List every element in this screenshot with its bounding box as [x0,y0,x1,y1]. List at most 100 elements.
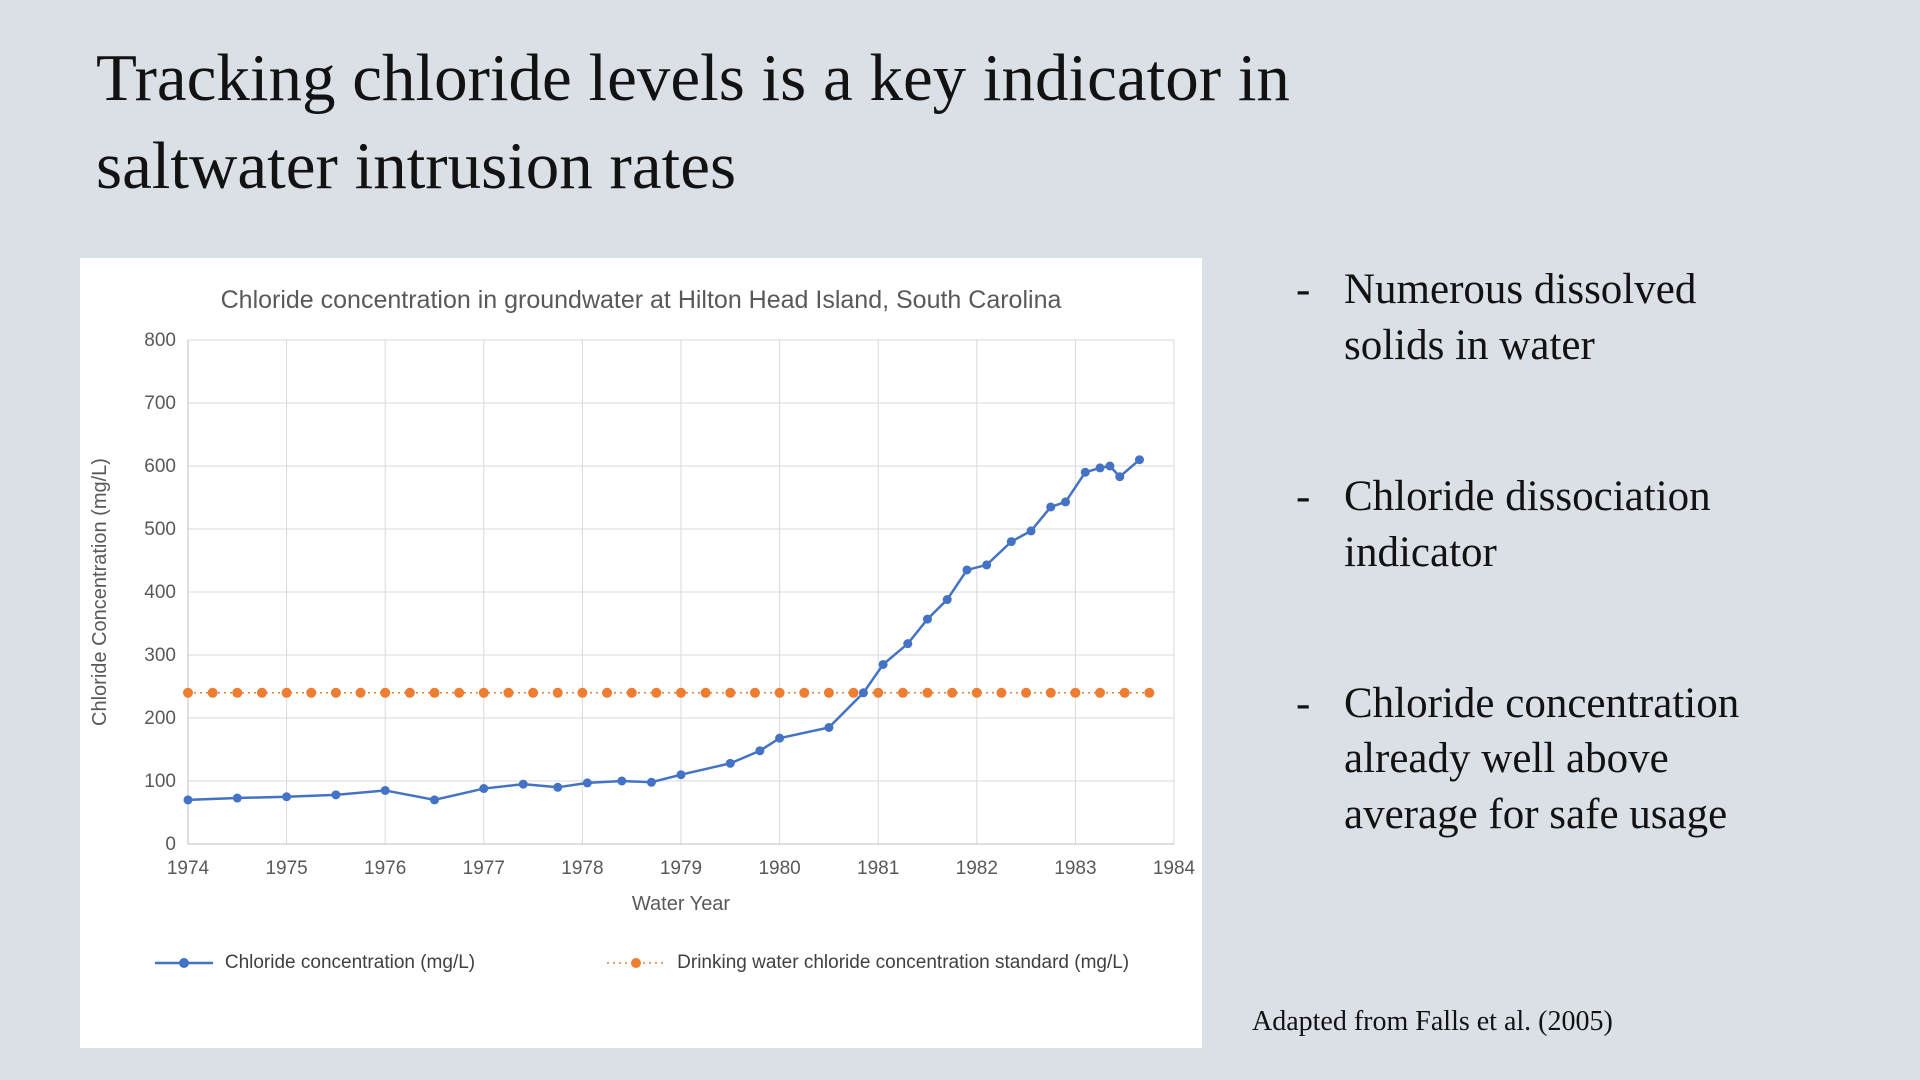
standard-marker [1045,687,1056,698]
x-tick-label: 1982 [956,858,998,879]
standard-marker [676,687,686,698]
standard-marker [774,687,785,698]
standard-marker [478,687,489,698]
x-tick-label: 1975 [265,858,307,879]
source-citation: Adapted from Falls et al. (2005) [1252,1006,1613,1037]
chloride-marker [775,733,785,743]
standard-marker [651,687,662,698]
chloride-marker [1105,461,1115,471]
standard-marker [922,687,933,698]
chloride-marker [982,560,992,570]
y-tick-label: 200 [144,708,176,729]
chloride-marker [962,565,972,575]
legend-item-chloride: Chloride concentration (mg/L) [153,952,475,974]
standard-marker [552,687,563,698]
chloride-marker [1115,471,1125,481]
standard-marker [873,687,884,698]
y-tick-label: 300 [144,645,176,666]
standard-marker [947,687,958,698]
bullet-text: Chloride concentration already well abov… [1344,679,1761,839]
y-axis-title: Chloride Concentration (mg/L) [89,458,111,726]
x-tick-label: 1979 [660,858,702,879]
chloride-marker [923,614,932,624]
standard-marker [183,687,193,698]
legend-swatch-chloride-icon [154,957,213,968]
y-tick-label: 500 [144,519,176,540]
chloride-marker [1006,536,1016,546]
chloride-marker [518,779,528,789]
bullet-item: - Numerous dissolved solids in water [1296,262,1766,374]
x-tick-label: 1977 [463,858,505,879]
standard-marker [256,687,267,698]
standard-marker [528,687,539,698]
bullet-item: - Chloride concentration already well ab… [1296,676,1766,844]
chloride-marker [331,790,341,800]
bullet-dash: - [1296,266,1311,313]
bullet-list: - Numerous dissolved solids in water - C… [1296,262,1766,938]
chart-panel: Chloride concentration in groundwater at… [80,258,1202,1048]
chloride-marker [479,783,489,793]
standard-marker [306,687,317,698]
standard-marker [799,687,810,698]
y-tick-label: 100 [144,771,176,792]
chloride-marker [617,776,627,786]
chart-title: Chloride concentration in groundwater at… [220,286,1062,314]
standard-marker [577,687,588,698]
chloride-marker [1026,526,1036,536]
legend-swatch-standard-icon [607,957,666,968]
legend-label-chloride: Chloride concentration (mg/L) [224,951,476,973]
chart-plot: 0 100 200 300 400 500 600 700 800 1974 1975 1976 197… [89,330,1196,915]
slide-title-line: saltwater intrusion rates [96,129,737,204]
chloride-marker [582,778,592,788]
bullet-item: - Chloride dissociation indicator [1296,469,1766,581]
chloride-marker [1061,497,1071,507]
chloride-marker [1080,467,1090,477]
slide-title-line: Tracking chloride levels is a key indica… [96,41,1290,115]
chart-legend: Chloride concentration (mg/L) Drinking w… [80,952,1202,974]
x-tick-label: 1978 [561,858,603,879]
standard-marker [232,687,243,698]
chloride-marker [646,777,656,787]
chloride-marker [725,758,735,768]
y-tick-label: 600 [144,456,176,477]
standard-marker [404,687,415,698]
chloride-marker [282,792,292,801]
legend-label-standard: Drinking water chloride concentration st… [677,951,1130,973]
standard-marker [429,687,440,698]
x-tick-label: 1981 [857,858,899,879]
standard-marker [848,687,859,698]
x-tick-label: 1984 [1153,858,1196,879]
chloride-marker [1095,463,1105,473]
chloride-marker [1046,502,1056,512]
y-tick-label: 400 [144,582,176,603]
chloride-marker [430,795,439,805]
chloride-marker [878,659,888,669]
y-tick-label: 0 [165,834,176,855]
standard-marker [897,687,908,698]
chloride-marker [858,688,868,698]
standard-marker [749,687,760,698]
chloride-marker [232,793,242,803]
standard-marker [700,687,711,698]
chloride-marker [676,769,686,779]
x-tick-label: 1974 [167,858,210,879]
standard-marker [355,687,366,698]
standard-marker [725,687,736,698]
standard-marker [1070,687,1081,698]
bullet-text: Numerous dissolved solids in water [1344,266,1708,369]
chloride-marker [1134,454,1144,464]
x-axis-title: Water Year [632,893,731,915]
standard-marker [823,687,834,698]
legend-item-standard: Drinking water chloride concentration st… [605,952,1129,974]
slide-title: Tracking chloride levels is a key indica… [96,34,1696,211]
standard-marker [380,687,391,698]
standard-marker [207,687,218,698]
x-tick-label: 1983 [1054,858,1096,879]
chloride-marker [183,795,193,805]
y-tick-label: 800 [144,330,176,351]
standard-marker [1144,687,1155,698]
x-tick-label: 1976 [364,858,406,879]
standard-marker [1095,687,1106,698]
chloride-marker [755,746,765,756]
